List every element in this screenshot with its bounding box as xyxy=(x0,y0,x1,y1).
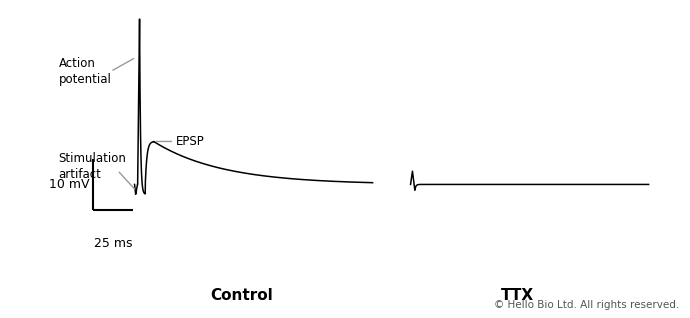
Text: 10 mV: 10 mV xyxy=(49,178,90,191)
Text: Control: Control xyxy=(210,288,273,303)
Text: TTX: TTX xyxy=(501,288,534,303)
Text: © Hello Bio Ltd. All rights reserved.: © Hello Bio Ltd. All rights reserved. xyxy=(495,300,680,310)
Text: Action
potential: Action potential xyxy=(59,57,112,86)
Text: 25 ms: 25 ms xyxy=(94,237,132,250)
Text: Stimulation
artifact: Stimulation artifact xyxy=(59,152,126,182)
Text: EPSP: EPSP xyxy=(176,135,204,148)
